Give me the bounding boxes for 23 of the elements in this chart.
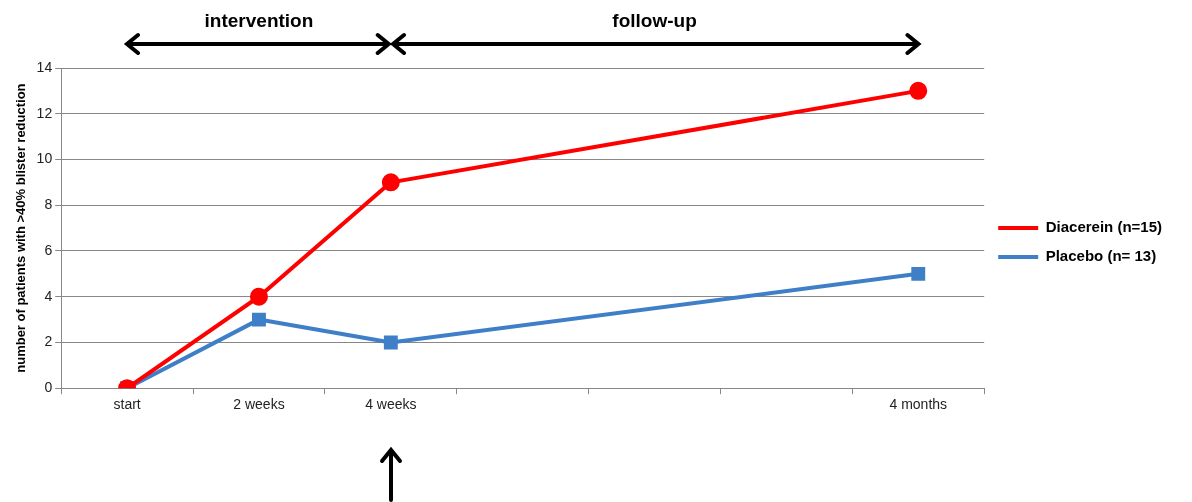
legend-label: Diacerein (n=15) <box>1045 218 1163 236</box>
y-tick-label: 2 <box>44 333 53 350</box>
y-tick-label: 4 <box>44 287 53 304</box>
point <box>911 266 926 281</box>
x-tick-label: 4 months <box>889 396 948 413</box>
x-tick-label: 2 weeks <box>233 396 285 413</box>
y-tick-label: 8 <box>44 196 53 213</box>
point <box>909 81 928 100</box>
text: follow-up <box>612 10 697 32</box>
x-tick-label: start <box>113 396 141 413</box>
point <box>252 312 266 327</box>
text: intervention <box>204 10 314 32</box>
y-tick-label: 0 <box>44 379 53 396</box>
y-tick-label: 12 <box>36 104 53 121</box>
y-tick-label: 10 <box>36 150 53 167</box>
x-tick-label: 4 weeks <box>365 396 417 413</box>
y-tick-label: 14 <box>36 58 53 75</box>
point <box>383 335 398 350</box>
y-axis-title: number of patients with >40% blister reduction <box>13 83 29 373</box>
legend-label: Placebo (n= 13) <box>1045 247 1157 265</box>
y-tick-label: 6 <box>44 241 53 258</box>
point <box>381 173 400 192</box>
point <box>249 287 268 306</box>
